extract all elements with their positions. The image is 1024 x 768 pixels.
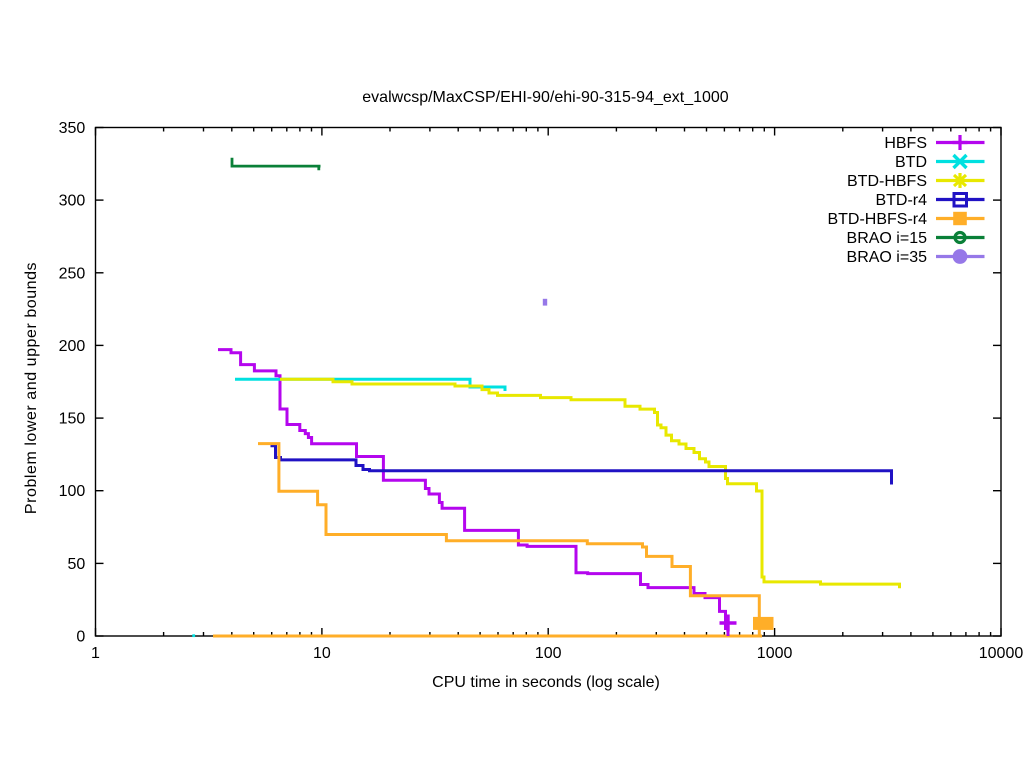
svg-text:150: 150	[59, 411, 86, 428]
svg-text:10000: 10000	[979, 645, 1024, 662]
svg-text:HBFS: HBFS	[884, 135, 927, 152]
svg-text:50: 50	[68, 556, 86, 573]
svg-text:BTD-HBFS: BTD-HBFS	[847, 173, 927, 190]
svg-text:250: 250	[59, 265, 86, 282]
svg-text:Problem lower and upper bounds: Problem lower and upper bounds	[23, 262, 40, 514]
svg-text:300: 300	[59, 193, 86, 210]
svg-text:100: 100	[535, 645, 562, 662]
svg-text:BTD-HBFS-r4: BTD-HBFS-r4	[827, 211, 927, 228]
svg-text:200: 200	[59, 338, 86, 355]
svg-text:0: 0	[76, 629, 85, 646]
svg-text:100: 100	[59, 483, 86, 500]
svg-text:350: 350	[59, 120, 86, 137]
svg-text:10: 10	[313, 645, 331, 662]
svg-text:evalwcsp/MaxCSP/EHI-90/ehi-90-: evalwcsp/MaxCSP/EHI-90/ehi-90-315-94_ext…	[362, 89, 729, 106]
svg-text:1000: 1000	[757, 645, 793, 662]
svg-text:1: 1	[91, 645, 100, 662]
svg-text:BTD-r4: BTD-r4	[875, 192, 927, 209]
svg-text:CPU time in seconds (log scale: CPU time in seconds (log scale)	[432, 674, 660, 691]
svg-text:BRAO i=15: BRAO i=15	[847, 230, 928, 247]
svg-text:BTD: BTD	[895, 154, 927, 171]
svg-text:BRAO i=35: BRAO i=35	[847, 249, 928, 266]
